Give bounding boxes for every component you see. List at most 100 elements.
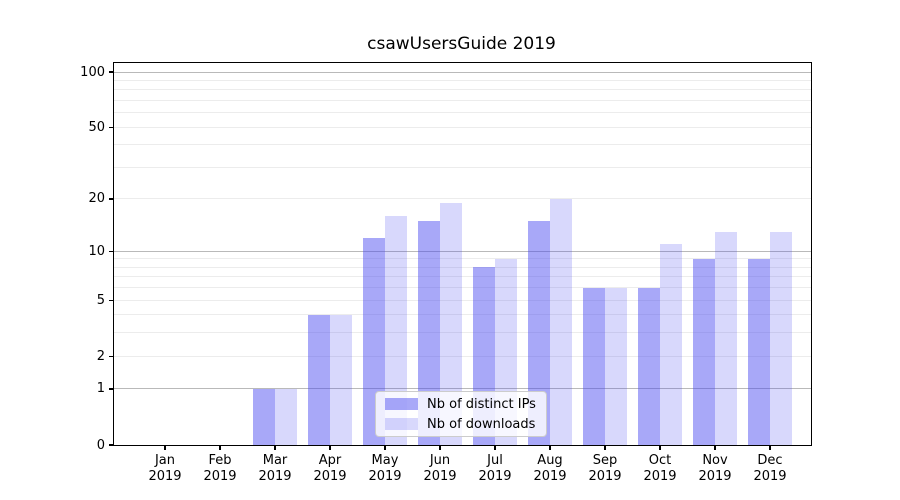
- bar-ips-oct: [638, 287, 660, 445]
- gridline-minor-9: [114, 258, 811, 260]
- y-tick-100: [109, 71, 114, 73]
- x-tick-feb: [219, 445, 221, 450]
- x-tick-label-dec: Dec 2019: [740, 453, 800, 485]
- y-tick-label-0: 0: [96, 437, 105, 453]
- x-tick-month: Nov: [702, 453, 728, 468]
- gridline-major-1: [114, 388, 811, 390]
- x-tick-jul: [494, 445, 496, 450]
- x-tick-year: 2019: [258, 469, 292, 484]
- gridline-minor-2: [114, 355, 811, 357]
- x-tick-year: 2019: [643, 469, 677, 484]
- x-tick-oct: [659, 445, 661, 450]
- legend-swatch-downloads: [385, 418, 418, 430]
- x-tick-aug: [549, 445, 551, 450]
- gridline-minor-80: [114, 89, 811, 91]
- legend-label-distinct-ips: Nb of distinct IPs: [427, 396, 536, 412]
- plot-area: 0 1 2 5 10 20 50 100 Jan 2019 Feb 2019 Mar 2019 Apr 201…: [80, 62, 812, 484]
- x-tick-month: Feb: [208, 453, 232, 468]
- x-tick-year: 2019: [203, 469, 237, 484]
- bar-downloads-oct: [660, 244, 682, 445]
- x-tick-year: 2019: [753, 469, 787, 484]
- y-tick-10: [109, 250, 114, 252]
- gridline-minor-20: [114, 198, 811, 200]
- y-tick-label-5: 5: [96, 292, 105, 308]
- y-tick-label-2: 2: [96, 348, 105, 364]
- gridline-minor-7: [114, 276, 811, 278]
- y-tick-label-20: 20: [88, 191, 105, 207]
- x-tick-label-may: May 2019: [355, 453, 415, 485]
- x-tick-mar: [274, 445, 276, 450]
- x-tick-label-nov: Nov 2019: [685, 453, 745, 485]
- bar-ips-jun: [418, 220, 440, 445]
- x-tick-year: 2019: [313, 469, 347, 484]
- gridline-minor-70: [114, 100, 811, 102]
- bar-ips-dec: [748, 258, 770, 445]
- x-tick-sep: [604, 445, 606, 450]
- gridline-minor-6: [114, 287, 811, 289]
- x-tick-month: Jul: [487, 453, 503, 468]
- x-tick-year: 2019: [533, 469, 567, 484]
- y-tick-0: [109, 444, 114, 446]
- bar-downloads-may: [385, 216, 407, 445]
- legend-swatch-distinct-ips: [385, 398, 418, 410]
- y-tick-label-50: 50: [88, 119, 105, 135]
- y-tick-50: [109, 126, 114, 128]
- x-tick-month: Jun: [429, 453, 451, 468]
- x-tick-month: Sep: [592, 453, 618, 468]
- gridline-minor-8: [114, 266, 811, 268]
- gridline-minor-50: [114, 126, 811, 128]
- x-tick-month: May: [371, 453, 399, 468]
- x-tick-jun: [439, 445, 441, 450]
- bar-ips-apr: [308, 314, 330, 445]
- gridline-minor-90: [114, 79, 811, 81]
- legend-item-distinct-ips: Nb of distinct IPs: [385, 397, 546, 412]
- x-tick-label-jul: Jul 2019: [465, 453, 525, 485]
- bar-downloads-apr: [330, 314, 352, 445]
- gridline-minor-5: [114, 299, 811, 301]
- x-tick-month: Mar: [262, 453, 288, 468]
- x-tick-label-apr: Apr 2019: [300, 453, 360, 485]
- gridline-minor-3: [114, 332, 811, 334]
- bar-ips-mar: [253, 388, 275, 445]
- y-tick-label-100: 100: [80, 64, 105, 80]
- gridline-minor-30: [114, 167, 811, 168]
- x-tick-month: Aug: [537, 453, 563, 468]
- x-tick-month: Jan: [154, 453, 176, 468]
- bar-downloads-aug: [550, 198, 572, 445]
- bar-downloads-nov: [715, 231, 737, 445]
- legend-item-downloads: Nb of downloads: [385, 417, 546, 432]
- bar-ips-sep: [583, 287, 605, 445]
- y-tick-2: [109, 355, 114, 357]
- gridline-minor-40: [114, 144, 811, 146]
- x-tick-month: Dec: [757, 453, 783, 468]
- x-tick-year: 2019: [423, 469, 457, 484]
- gridline-minor-60: [114, 112, 811, 114]
- legend-label-downloads: Nb of downloads: [427, 416, 536, 432]
- x-tick-apr: [329, 445, 331, 450]
- x-tick-nov: [714, 445, 716, 450]
- x-tick-year: 2019: [588, 469, 622, 484]
- x-tick-label-aug: Aug 2019: [520, 453, 580, 485]
- x-tick-year: 2019: [148, 469, 182, 484]
- bar-ips-aug: [528, 220, 550, 445]
- x-tick-label-sep: Sep 2019: [575, 453, 635, 485]
- bar-downloads-dec: [770, 231, 792, 445]
- bar-downloads-mar: [275, 388, 297, 445]
- x-tick-year: 2019: [368, 469, 402, 484]
- y-tick-5: [109, 299, 114, 301]
- bar-ips-nov: [693, 258, 715, 445]
- gridline-major-10: [114, 250, 811, 252]
- bar-downloads-sep: [605, 287, 627, 445]
- x-tick-label-mar: Mar 2019: [245, 453, 305, 485]
- x-tick-year: 2019: [698, 469, 732, 484]
- y-tick-20: [109, 198, 114, 200]
- x-tick-label-jun: Jun 2019: [410, 453, 470, 485]
- x-tick-label-feb: Feb 2019: [190, 453, 250, 485]
- x-tick-label-oct: Oct 2019: [630, 453, 690, 485]
- y-tick-label-10: 10: [88, 243, 105, 259]
- y-tick-1: [109, 388, 114, 390]
- x-tick-may: [384, 445, 386, 450]
- x-tick-dec: [769, 445, 771, 450]
- legend: Nb of distinct IPs Nb of downloads: [375, 391, 547, 437]
- gridline-major-100: [114, 71, 811, 73]
